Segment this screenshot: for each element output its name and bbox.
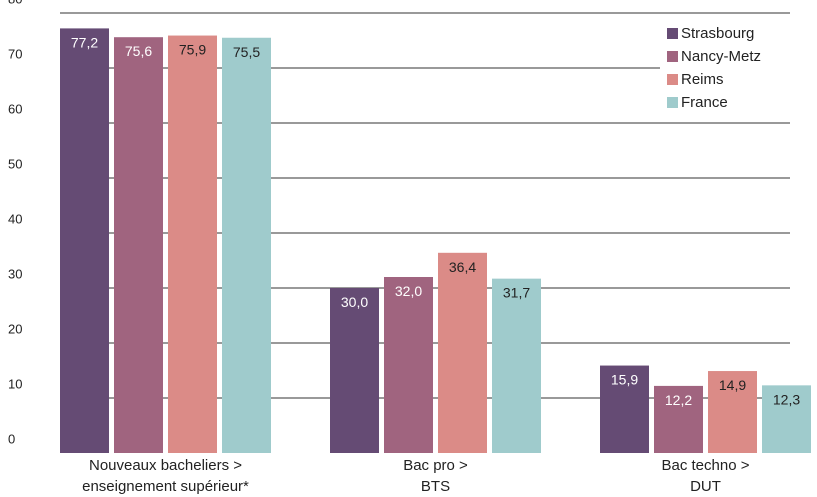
bar <box>762 385 811 453</box>
y-tick-label: 40 <box>8 211 22 226</box>
bar <box>438 252 487 453</box>
y-tick-label: 50 <box>8 156 22 171</box>
data-label: 12,2 <box>665 392 692 408</box>
bar <box>384 277 433 453</box>
y-tick-label: 20 <box>8 321 22 336</box>
legend: Strasbourg Nancy-Metz Reims France <box>660 23 790 115</box>
y-tick-label: 70 <box>8 46 22 61</box>
category-label: DUT <box>690 478 721 495</box>
data-label: 75,6 <box>125 43 152 59</box>
legend-swatch <box>667 28 678 39</box>
bar <box>168 35 217 454</box>
y-tick-label: 30 <box>8 266 22 281</box>
y-tick-label: 0 <box>8 431 15 446</box>
data-label: 36,4 <box>449 259 476 275</box>
y-tick-label: 60 <box>8 101 22 116</box>
y-axis-ticks: 0 10 20 30 40 50 60 70 80 <box>8 0 22 446</box>
bar <box>654 385 703 453</box>
y-tick-label: 10 <box>8 376 22 391</box>
legend-background <box>660 23 790 115</box>
bar <box>114 37 163 453</box>
category-label: BTS <box>421 478 450 495</box>
bar <box>222 37 271 453</box>
data-label: 75,9 <box>179 42 206 58</box>
data-label: 75,5 <box>233 44 260 60</box>
bars <box>60 28 811 454</box>
bar <box>492 278 541 453</box>
data-label: 77,2 <box>71 34 98 50</box>
legend-label: France <box>681 94 728 111</box>
bar <box>60 28 109 454</box>
y-tick-label: 80 <box>8 0 22 6</box>
data-label: 32,0 <box>395 283 422 299</box>
category-label: Bac techno > <box>662 457 750 474</box>
category-label: Bac pro > <box>403 457 468 474</box>
data-label: 12,3 <box>773 391 800 407</box>
legend-label: Nancy-Metz <box>681 48 761 65</box>
category-label: Nouveaux bacheliers > <box>89 457 242 474</box>
legend-swatch <box>667 97 678 108</box>
data-labels: 77,2 30,0 15,9 75,6 32,0 12,2 75,9 36,4 14,9 75,5… <box>71 34 800 408</box>
x-axis-categories: Nouveaux bacheliers > enseignement supéri… <box>82 457 750 495</box>
data-label: 14,9 <box>719 377 746 393</box>
bar <box>600 365 649 453</box>
data-label: 15,9 <box>611 372 638 388</box>
legend-label: Strasbourg <box>681 25 754 42</box>
data-label: 30,0 <box>341 294 368 310</box>
data-label: 31,7 <box>503 285 530 301</box>
bar <box>708 371 757 453</box>
legend-label: Reims <box>681 71 724 88</box>
legend-swatch <box>667 51 678 62</box>
category-label: enseignement supérieur* <box>82 478 249 495</box>
legend-swatch <box>667 74 678 85</box>
bar <box>330 288 379 453</box>
